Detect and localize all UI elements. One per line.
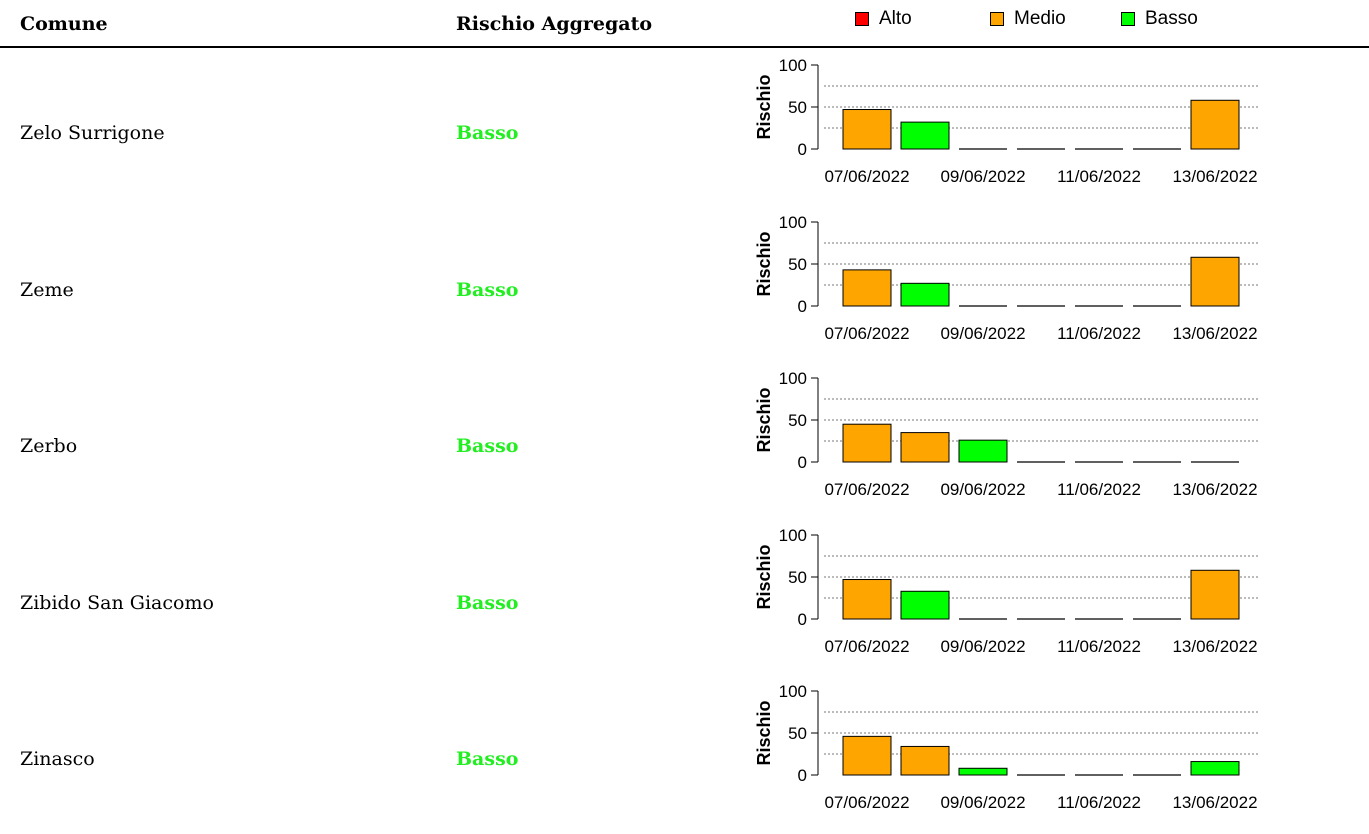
comune-name: Zeme — [20, 279, 74, 301]
column-header-rischio-aggregato: Rischio Aggregato — [456, 13, 653, 35]
x-tick-label: 13/06/2022 — [1172, 480, 1257, 499]
x-tick-label: 09/06/2022 — [940, 793, 1025, 812]
x-tick-label: 07/06/2022 — [824, 480, 909, 499]
table-row: Zinasco Basso 0 50 100 Rischio 07/06/2022 09/06… — [0, 678, 1369, 834]
x-tick-label: 07/06/2022 — [824, 793, 909, 812]
x-tick-label: 11/06/2022 — [1057, 480, 1141, 499]
risk-bar-chart: 0 50 100 Rischio 07/06/2022 09/06/2022 11/06/2… — [754, 56, 1260, 186]
bar — [1190, 99, 1240, 150]
bar — [958, 767, 1008, 776]
y-tick-label: 100 — [779, 56, 807, 75]
y-tick-label: 0 — [798, 610, 807, 629]
y-tick-label: 0 — [798, 766, 807, 785]
bar — [1190, 569, 1240, 620]
x-tick-label: 09/06/2022 — [940, 637, 1025, 656]
x-tick-label: 13/06/2022 — [1172, 167, 1257, 186]
y-tick-label: 50 — [788, 568, 807, 587]
table-row: Zerbo Basso 0 50 100 Rischio 07/06/2022 09/06/2… — [0, 365, 1369, 521]
y-tick-label: 0 — [798, 453, 807, 472]
rischio-aggregato-value: Basso — [456, 279, 519, 301]
y-tick-label: 0 — [798, 297, 807, 316]
column-header-comune: Comune — [20, 13, 108, 35]
x-tick-label: 07/06/2022 — [824, 324, 909, 343]
bar — [842, 109, 892, 150]
y-axis-label: Rischio — [754, 387, 774, 452]
y-axis-label: Rischio — [754, 700, 774, 765]
y-tick-label: 100 — [779, 369, 807, 388]
y-tick-label: 0 — [798, 140, 807, 159]
x-tick-label: 09/06/2022 — [940, 480, 1025, 499]
y-tick-label: 100 — [779, 682, 807, 701]
x-tick-label: 07/06/2022 — [824, 637, 909, 656]
comune-name: Zelo Surrigone — [20, 122, 165, 144]
y-tick-label: 50 — [788, 724, 807, 743]
rischio-aggregato-value: Basso — [456, 435, 519, 457]
x-tick-label: 07/06/2022 — [824, 167, 909, 186]
y-tick-label: 50 — [788, 255, 807, 274]
y-tick-label: 100 — [779, 526, 807, 545]
bar — [1190, 256, 1240, 307]
bar — [1190, 761, 1240, 776]
x-tick-label: 09/06/2022 — [940, 167, 1025, 186]
bar — [842, 735, 892, 776]
y-tick-label: 100 — [779, 213, 807, 232]
risk-bar-chart: 0 50 100 Rischio 07/06/2022 09/06/2022 11/06/2… — [754, 213, 1260, 343]
header-divider — [0, 46, 1369, 48]
risk-bar-chart: 0 50 100 Rischio 07/06/2022 09/06/2022 11/06/2… — [754, 526, 1260, 656]
legend-label-alto: Alto — [879, 8, 912, 29]
rischio-aggregato-value: Basso — [456, 122, 519, 144]
bar — [842, 269, 892, 307]
comune-name: Zibido San Giacomo — [20, 592, 214, 614]
x-tick-label: 11/06/2022 — [1057, 167, 1141, 186]
y-axis-label: Rischio — [754, 74, 774, 139]
x-tick-label: 13/06/2022 — [1172, 793, 1257, 812]
bar — [900, 590, 950, 620]
comune-name: Zerbo — [20, 435, 78, 457]
bar — [842, 423, 892, 463]
x-tick-label: 11/06/2022 — [1057, 793, 1141, 812]
legend-label-medio: Medio — [1014, 8, 1066, 29]
bar — [900, 121, 950, 150]
rischio-aggregato-value: Basso — [456, 592, 519, 614]
legend-swatch-basso — [1121, 12, 1135, 26]
bar — [900, 745, 950, 776]
bar — [900, 432, 950, 463]
risk-bar-chart: 0 50 100 Rischio 07/06/2022 09/06/2022 11/06/2… — [754, 682, 1260, 812]
rischio-aggregato-value: Basso — [456, 748, 519, 770]
y-axis-label: Rischio — [754, 231, 774, 296]
x-tick-label: 11/06/2022 — [1057, 637, 1141, 656]
x-tick-label: 13/06/2022 — [1172, 637, 1257, 656]
table-row: Zibido San Giacomo Basso 0 50 100 Rischio 07/0… — [0, 522, 1369, 678]
bar — [900, 282, 950, 307]
table-row: Zelo Surrigone Basso 0 50 100 Rischio 07/06/20… — [0, 52, 1369, 208]
table-header: Comune Rischio Aggregato Alto Medio Bass… — [0, 0, 1369, 48]
y-tick-label: 50 — [788, 98, 807, 117]
x-tick-label: 11/06/2022 — [1057, 324, 1141, 343]
comune-name: Zinasco — [20, 748, 95, 770]
legend-swatch-medio — [990, 12, 1004, 26]
bar — [842, 579, 892, 620]
y-tick-label: 50 — [788, 411, 807, 430]
table-row: Zeme Basso 0 50 100 Rischio 07/06/2022 09/06/20… — [0, 209, 1369, 365]
y-axis-label: Rischio — [754, 544, 774, 609]
bar — [958, 439, 1008, 463]
legend-swatch-alto — [855, 12, 869, 26]
x-tick-label: 09/06/2022 — [940, 324, 1025, 343]
risk-bar-chart: 0 50 100 Rischio 07/06/2022 09/06/2022 11/06/2… — [754, 369, 1260, 499]
x-tick-label: 13/06/2022 — [1172, 324, 1257, 343]
legend-label-basso: Basso — [1145, 8, 1198, 29]
